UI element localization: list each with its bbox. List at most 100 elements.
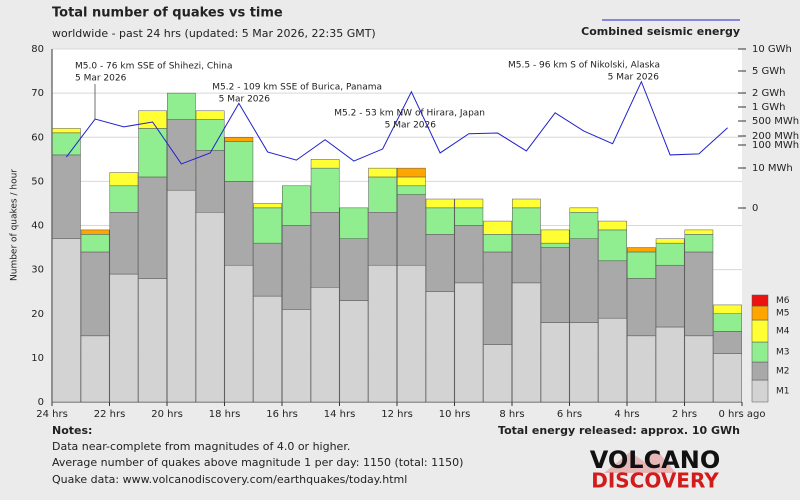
bar-segment [397, 167, 426, 178]
y2-tick-label: 0 [752, 203, 758, 214]
logo-bottom: DISCOVERY [591, 469, 719, 493]
x-tick-label: 10 hrs [439, 409, 471, 420]
bar-segment [253, 203, 282, 209]
annotation: M5.2 - 53 km NW of Hirara, Japan [334, 109, 485, 119]
y2-tick-label: 200 MWh [752, 131, 799, 142]
bar-segment [167, 189, 196, 403]
legend-swatch [751, 379, 769, 403]
bar-segment [310, 287, 340, 403]
legend-swatch [751, 361, 769, 381]
bar-segment [425, 207, 455, 235]
y2-tick-label: 10 MWh [752, 163, 793, 174]
y-tick-label: 30 [31, 265, 44, 276]
bar-segment [109, 273, 139, 403]
bar-segment [80, 251, 110, 337]
y-tick-label: 50 [31, 176, 44, 187]
bar-segment [483, 220, 512, 235]
bar-segment [627, 278, 656, 337]
bar-segment [684, 229, 714, 235]
bar-segment [512, 207, 541, 235]
bar-segment [684, 251, 714, 337]
bar-segment [569, 212, 599, 239]
annotation-date: 5 Mar 2026 [385, 121, 437, 131]
logo-icon [604, 449, 676, 473]
x-tick-label: 24 hrs [36, 409, 68, 420]
y2-tick-label: 1 GWh [752, 102, 786, 113]
y2-tick-label: 2 GWh [752, 88, 786, 99]
bar-segment [80, 229, 110, 235]
bar-segment [684, 234, 714, 253]
y-tick-label: 0 [38, 397, 44, 408]
bar-segment [310, 167, 340, 213]
bar-segment [195, 150, 225, 213]
legend-label: Combined seismic energy [581, 25, 740, 38]
bar-segment [224, 141, 254, 182]
bar-segment [52, 154, 81, 239]
bar-segment [540, 242, 570, 248]
x-tick-label: 0 hrs ago [719, 409, 766, 420]
annotation-date: 5 Mar 2026 [608, 73, 660, 83]
chart-subtitle: worldwide - past 24 hrs (updated: 5 Mar … [52, 27, 376, 40]
bar-segment [253, 295, 282, 403]
bar-segment [655, 238, 685, 244]
bar-segment [138, 176, 167, 279]
bar-segment [339, 207, 369, 239]
legend-swatch [751, 305, 769, 321]
legend-label: M4 [776, 327, 790, 337]
note: Quake data: www.volcanodiscovery.com/ear… [52, 473, 407, 486]
note: Average number of quakes above magnitude… [52, 456, 463, 469]
bar-segment [627, 251, 656, 279]
x-tick-label: 22 hrs [94, 409, 126, 420]
bar-segment [138, 278, 167, 403]
bar-segment [713, 353, 742, 403]
bar-segment [109, 212, 139, 275]
bar-segment [655, 326, 685, 403]
bar-segment [167, 119, 196, 191]
bar-segment [282, 185, 311, 226]
bar-segment [224, 181, 254, 266]
x-tick-label: 6 hrs [557, 409, 582, 420]
bar-segment [195, 212, 225, 403]
legend-label: M6 [776, 296, 790, 306]
y-tick-label: 40 [31, 221, 44, 232]
bar-segment [425, 234, 455, 292]
logo-top: VOLCANO [590, 446, 721, 474]
bar-segment [655, 242, 685, 266]
bar-segment [310, 212, 340, 288]
bar-segment [138, 110, 167, 129]
bar-segment [224, 137, 254, 142]
bar-segment [627, 335, 656, 403]
bar-segment [540, 322, 570, 403]
x-tick-label: 2 hrs [672, 409, 697, 420]
bar-segment [483, 344, 512, 403]
x-tick-label: 18 hrs [209, 409, 241, 420]
bar-segment [368, 176, 397, 213]
bar-segment [454, 207, 484, 226]
bar-segment [454, 225, 484, 284]
bar-segment [512, 234, 541, 284]
y2-tick-label: 5 GWh [752, 66, 786, 77]
bar-segment [569, 322, 599, 403]
y-tick-label: 10 [31, 353, 44, 364]
bar-segment [483, 251, 512, 345]
bar-segment [713, 313, 742, 332]
bar-segment [80, 335, 110, 403]
bar-segment [397, 264, 426, 403]
bar-segment [339, 238, 369, 301]
legend-swatch [751, 294, 769, 307]
x-tick-label: 12 hrs [381, 409, 413, 420]
y2-tick-label: 500 MWh [752, 116, 799, 127]
bar-segment [224, 264, 254, 403]
bar-segment [483, 234, 512, 253]
bar-segment [195, 119, 225, 151]
bar-segment [253, 207, 282, 244]
energy-line [65, 80, 728, 165]
x-tick-label: 14 hrs [324, 409, 356, 420]
y2-tick-label: 100 MWh [752, 140, 799, 151]
bar-segment [397, 185, 426, 195]
bar-segment [598, 229, 627, 262]
bar-segment [454, 198, 484, 209]
y-tick-label: 20 [31, 309, 44, 320]
bar-segment [598, 260, 627, 319]
